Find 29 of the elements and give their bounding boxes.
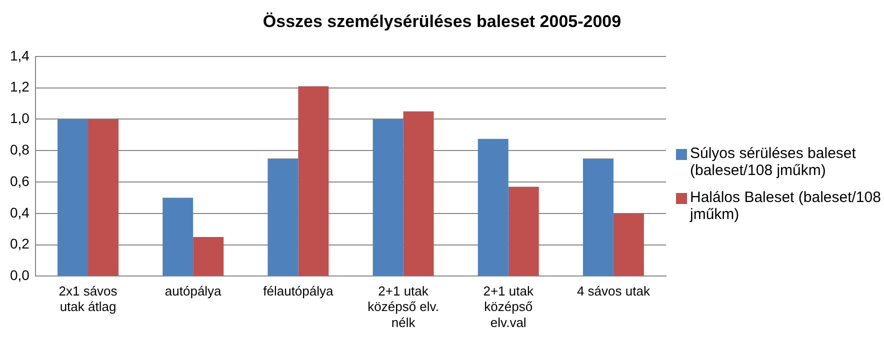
bar	[193, 236, 224, 276]
y-tick-label: 1,2	[10, 78, 30, 95]
x-tick-label: 4 sávos utak	[576, 284, 650, 299]
x-tick-label: 2+1 utak középső elv. nélk	[368, 284, 439, 330]
bar	[298, 86, 329, 276]
bar	[58, 119, 88, 276]
y-tick-label: 0,4	[10, 204, 30, 220]
y-tick-label: 0,0	[10, 267, 30, 284]
legend-label: Súlyos sérüléses baleset (baleset/108 jműkm)	[690, 145, 857, 179]
x-tick-label: félautópálya	[263, 284, 334, 299]
y-tick-label: 1,0	[10, 110, 30, 126]
bar	[478, 138, 508, 276]
chart-title: Összes személysérüléses baleset 2005-2009	[262, 12, 622, 32]
y-tick-label: 0,2	[10, 236, 30, 252]
y-tick-label: 1,4	[10, 47, 30, 64]
bar	[613, 213, 644, 276]
bar	[372, 119, 404, 276]
legend-label: Halálos Baleset (baleset/108 jműkm)	[690, 189, 881, 223]
bar	[403, 111, 434, 276]
x-tick-label: 2x1 sávos utak átlag	[58, 284, 118, 314]
y-tick-label: 0,6	[10, 172, 30, 189]
bar	[162, 198, 194, 276]
bar	[508, 186, 539, 276]
bar	[268, 158, 298, 276]
y-tick-label: 0,8	[10, 141, 30, 158]
bar	[88, 119, 118, 276]
bar	[582, 158, 614, 276]
x-tick-label: 2+1 utak középső elv.val	[483, 284, 534, 330]
x-tick-label: autópálya	[164, 284, 222, 299]
